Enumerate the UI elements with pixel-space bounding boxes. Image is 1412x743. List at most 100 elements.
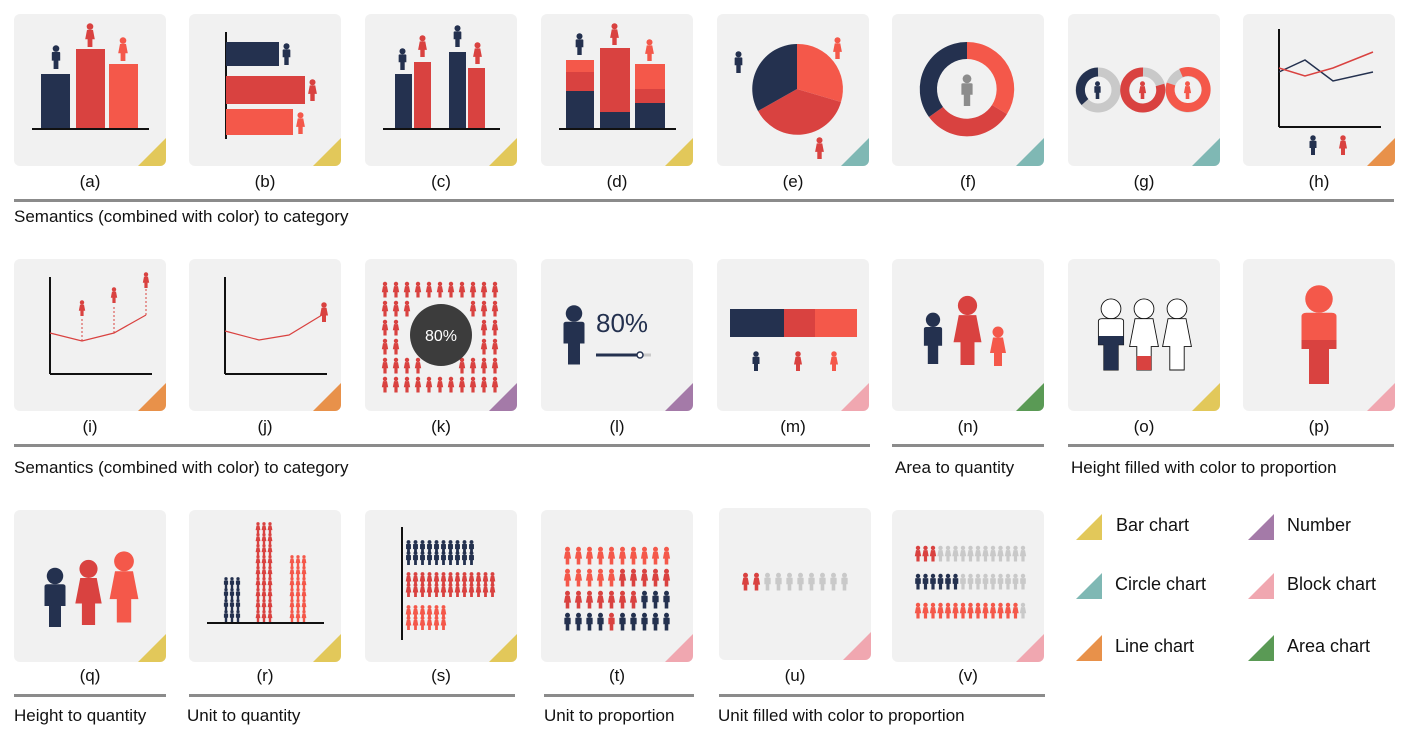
section-rule	[189, 694, 515, 697]
person-icon	[223, 577, 229, 589]
person-icon	[295, 588, 301, 600]
person-icon	[440, 583, 447, 597]
line-chart-tag	[138, 383, 166, 411]
person-icon	[618, 546, 627, 565]
section-label-row3-c: Unit to proportion	[544, 706, 675, 725]
person-icon	[412, 583, 419, 597]
block-chart-tag	[841, 383, 869, 411]
person-icon	[480, 357, 488, 374]
person-icon	[261, 566, 267, 578]
person-icon	[574, 590, 583, 609]
person-icon	[295, 610, 301, 622]
person-icon	[640, 568, 649, 587]
person-icon	[229, 588, 235, 600]
person-icon	[414, 357, 422, 374]
person-icon	[630, 612, 637, 631]
person-icon	[261, 577, 267, 589]
tile-e	[717, 14, 869, 166]
person-icon	[564, 612, 571, 631]
person-icon	[223, 610, 229, 622]
person-icon	[267, 522, 273, 534]
section-label-row2-c: Height filled with color to proportion	[1071, 458, 1337, 477]
person-icon	[944, 545, 952, 562]
tile-q	[14, 510, 166, 662]
caption-t: (t)	[608, 666, 626, 685]
section-rule	[1068, 444, 1394, 447]
person-icon	[629, 590, 638, 609]
person-icon	[267, 599, 273, 611]
person-icon	[585, 546, 594, 565]
caption-i: (i)	[82, 417, 98, 436]
tile-r-units	[207, 522, 324, 624]
person-icon	[420, 551, 425, 565]
person-icon	[434, 551, 439, 565]
tile-g	[1068, 14, 1220, 166]
person-icon	[469, 281, 477, 298]
person-icon	[436, 281, 444, 298]
person-icon	[752, 572, 761, 591]
person-icon	[392, 338, 400, 355]
person-icon	[618, 568, 627, 587]
person-icon	[480, 300, 488, 317]
section-label-row1: Semantics (combined with color) to categ…	[14, 207, 349, 226]
person-icon	[295, 566, 301, 578]
person-icon	[223, 599, 229, 611]
person-icon	[255, 599, 261, 611]
caption-h: (h)	[1308, 172, 1330, 191]
person-icon	[975, 573, 981, 590]
person-icon	[301, 588, 307, 600]
person-icon	[381, 357, 389, 374]
legend-swatch-block-chart	[1248, 573, 1274, 599]
person-icon	[412, 616, 419, 630]
person-icon	[915, 573, 921, 590]
caption-r: (r)	[256, 666, 274, 685]
person-icon	[261, 588, 267, 600]
person-icon	[255, 610, 261, 622]
person-icon	[663, 590, 670, 609]
person-icon	[989, 602, 997, 619]
person-icon	[797, 572, 804, 591]
number-tag	[489, 383, 517, 411]
person-icon	[929, 545, 937, 562]
person-icon	[381, 281, 389, 298]
person-icon	[427, 551, 432, 565]
person-icon	[289, 610, 295, 622]
person-icon	[563, 546, 572, 565]
person-icon	[436, 376, 444, 393]
person-icon	[990, 573, 996, 590]
person-icon	[491, 300, 499, 317]
person-icon	[952, 573, 959, 590]
person-icon	[914, 602, 922, 619]
person-icon	[641, 612, 648, 631]
tile-v	[892, 510, 1044, 662]
line-chart-tag	[313, 383, 341, 411]
legend-swatch-line-chart	[1076, 635, 1102, 661]
area-chart-tag	[1016, 383, 1044, 411]
person-icon	[413, 551, 418, 565]
person-icon	[469, 357, 477, 374]
caption-c: (c)	[431, 172, 451, 191]
person-icon	[289, 588, 295, 600]
person-icon	[425, 376, 433, 393]
person-icon	[960, 573, 966, 590]
person-icon	[447, 583, 454, 597]
person-icon	[447, 376, 455, 393]
person-icon	[458, 281, 466, 298]
section-label-row2-b: Area to quantity	[895, 458, 1015, 477]
person-icon	[830, 572, 837, 591]
person-icon	[607, 590, 616, 609]
person-icon	[922, 545, 929, 562]
person-icon	[944, 602, 952, 619]
person-icon	[575, 612, 582, 631]
tile-n	[892, 259, 1044, 411]
person-icon	[997, 545, 1004, 562]
person-icon	[1019, 545, 1027, 562]
person-icon	[301, 577, 307, 589]
person-icon	[392, 319, 400, 336]
number-tag	[665, 383, 693, 411]
person-icon	[261, 544, 267, 556]
person-icon	[741, 572, 750, 591]
caption-o: (o)	[1133, 417, 1155, 436]
caption-q: (q)	[79, 666, 101, 685]
legend-swatch-area-chart	[1248, 635, 1274, 661]
